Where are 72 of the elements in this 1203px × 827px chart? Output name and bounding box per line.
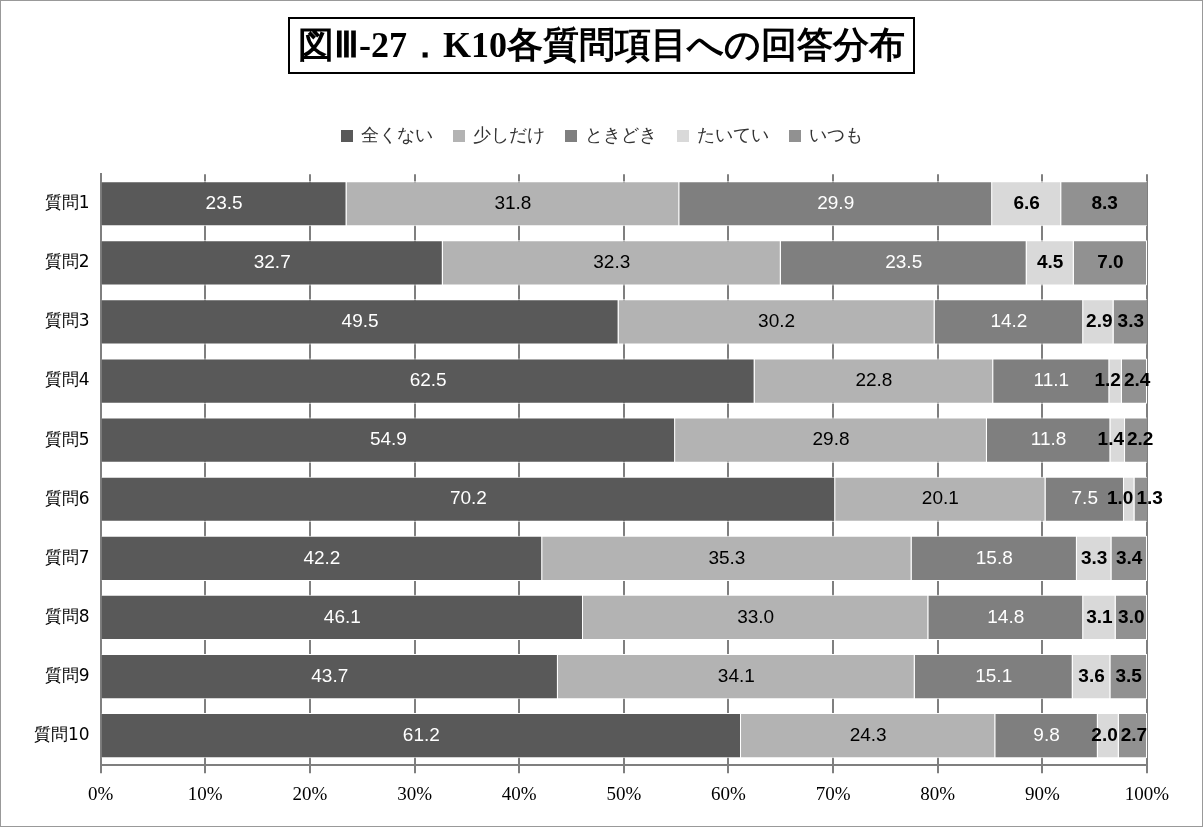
data-label: 33.0 bbox=[737, 605, 775, 627]
data-label: 23.5 bbox=[885, 251, 923, 273]
data-label: 31.8 bbox=[494, 191, 532, 213]
data-label: 2.9 bbox=[1086, 310, 1113, 332]
legend-label: 全くない bbox=[360, 124, 433, 145]
data-label: 49.5 bbox=[341, 310, 379, 332]
y-tick-label: 質問8 bbox=[44, 605, 90, 626]
data-label: 62.5 bbox=[409, 369, 447, 391]
data-label: 15.8 bbox=[975, 546, 1013, 568]
x-tick-label: 100% bbox=[1124, 782, 1170, 804]
data-label: 8.3 bbox=[1091, 191, 1118, 213]
data-label: 3.5 bbox=[1115, 664, 1143, 686]
data-label: 29.8 bbox=[812, 428, 850, 450]
x-tick-label: 0% bbox=[87, 782, 114, 804]
data-label: 11.1 bbox=[1033, 369, 1070, 391]
chart-title: 図Ⅲ-27．K10各質問項目への回答分布 bbox=[288, 17, 915, 74]
y-tick-label: 質問2 bbox=[44, 251, 90, 272]
data-label: 42.2 bbox=[303, 546, 341, 568]
data-label: 14.2 bbox=[990, 310, 1028, 332]
data-label: 43.7 bbox=[311, 664, 349, 686]
data-label: 3.1 bbox=[1086, 605, 1114, 627]
data-label: 11.8 bbox=[1030, 428, 1067, 450]
x-tick-label: 60% bbox=[711, 782, 747, 804]
x-tick-label: 50% bbox=[606, 782, 642, 804]
y-tick-label: 質問1 bbox=[44, 192, 90, 213]
legend-label: ときどき bbox=[584, 124, 657, 145]
data-label: 1.4 bbox=[1097, 428, 1125, 450]
data-label: 32.3 bbox=[593, 251, 631, 273]
y-tick-label: 質問3 bbox=[44, 310, 90, 331]
data-label: 22.8 bbox=[855, 369, 893, 391]
y-tick-label: 質問7 bbox=[44, 546, 90, 567]
data-label: 2.0 bbox=[1091, 723, 1118, 745]
data-label: 9.8 bbox=[1033, 723, 1060, 745]
data-label: 3.3 bbox=[1117, 310, 1144, 332]
data-label: 35.3 bbox=[708, 546, 746, 568]
data-label: 4.5 bbox=[1037, 251, 1064, 273]
data-label: 70.2 bbox=[449, 487, 487, 509]
x-tick-label: 30% bbox=[397, 782, 433, 804]
y-tick-label: 質問6 bbox=[44, 487, 90, 508]
data-label: 34.1 bbox=[717, 664, 755, 686]
legend-label: 少しだけ bbox=[472, 124, 545, 145]
legend-label: たいてい bbox=[696, 124, 769, 145]
x-tick-label: 10% bbox=[187, 782, 223, 804]
data-label: 15.1 bbox=[975, 664, 1013, 686]
data-label: 14.8 bbox=[987, 605, 1025, 627]
data-label: 1.3 bbox=[1136, 487, 1163, 509]
data-label: 46.1 bbox=[323, 605, 361, 627]
data-label: 29.9 bbox=[817, 191, 855, 213]
data-label: 7.0 bbox=[1097, 251, 1124, 273]
y-tick-label: 質問4 bbox=[44, 369, 90, 390]
data-label: 6.6 bbox=[1013, 191, 1040, 213]
x-tick-label: 20% bbox=[292, 782, 328, 804]
data-label: 61.2 bbox=[402, 723, 440, 745]
data-label: 20.1 bbox=[921, 487, 959, 509]
x-tick-label: 40% bbox=[501, 782, 537, 804]
x-tick-label: 90% bbox=[1024, 782, 1060, 804]
x-tick-label: 80% bbox=[920, 782, 956, 804]
data-label: 7.5 bbox=[1071, 487, 1098, 509]
data-label: 3.3 bbox=[1080, 546, 1108, 568]
data-label: 24.3 bbox=[849, 723, 887, 745]
data-label: 3.0 bbox=[1118, 605, 1145, 627]
data-label: 30.2 bbox=[758, 310, 796, 332]
y-tick-label: 質問9 bbox=[44, 664, 90, 685]
y-tick-label: 質問10 bbox=[33, 724, 90, 745]
data-label: 32.7 bbox=[253, 251, 291, 273]
x-tick-label: 70% bbox=[815, 782, 851, 804]
legend-label: いつも bbox=[808, 124, 863, 145]
data-label: 54.9 bbox=[369, 428, 407, 450]
data-label: 3.6 bbox=[1078, 664, 1105, 686]
data-label: 3.4 bbox=[1116, 546, 1143, 568]
y-tick-label: 質問5 bbox=[44, 428, 90, 449]
data-label: 23.5 bbox=[205, 191, 243, 213]
